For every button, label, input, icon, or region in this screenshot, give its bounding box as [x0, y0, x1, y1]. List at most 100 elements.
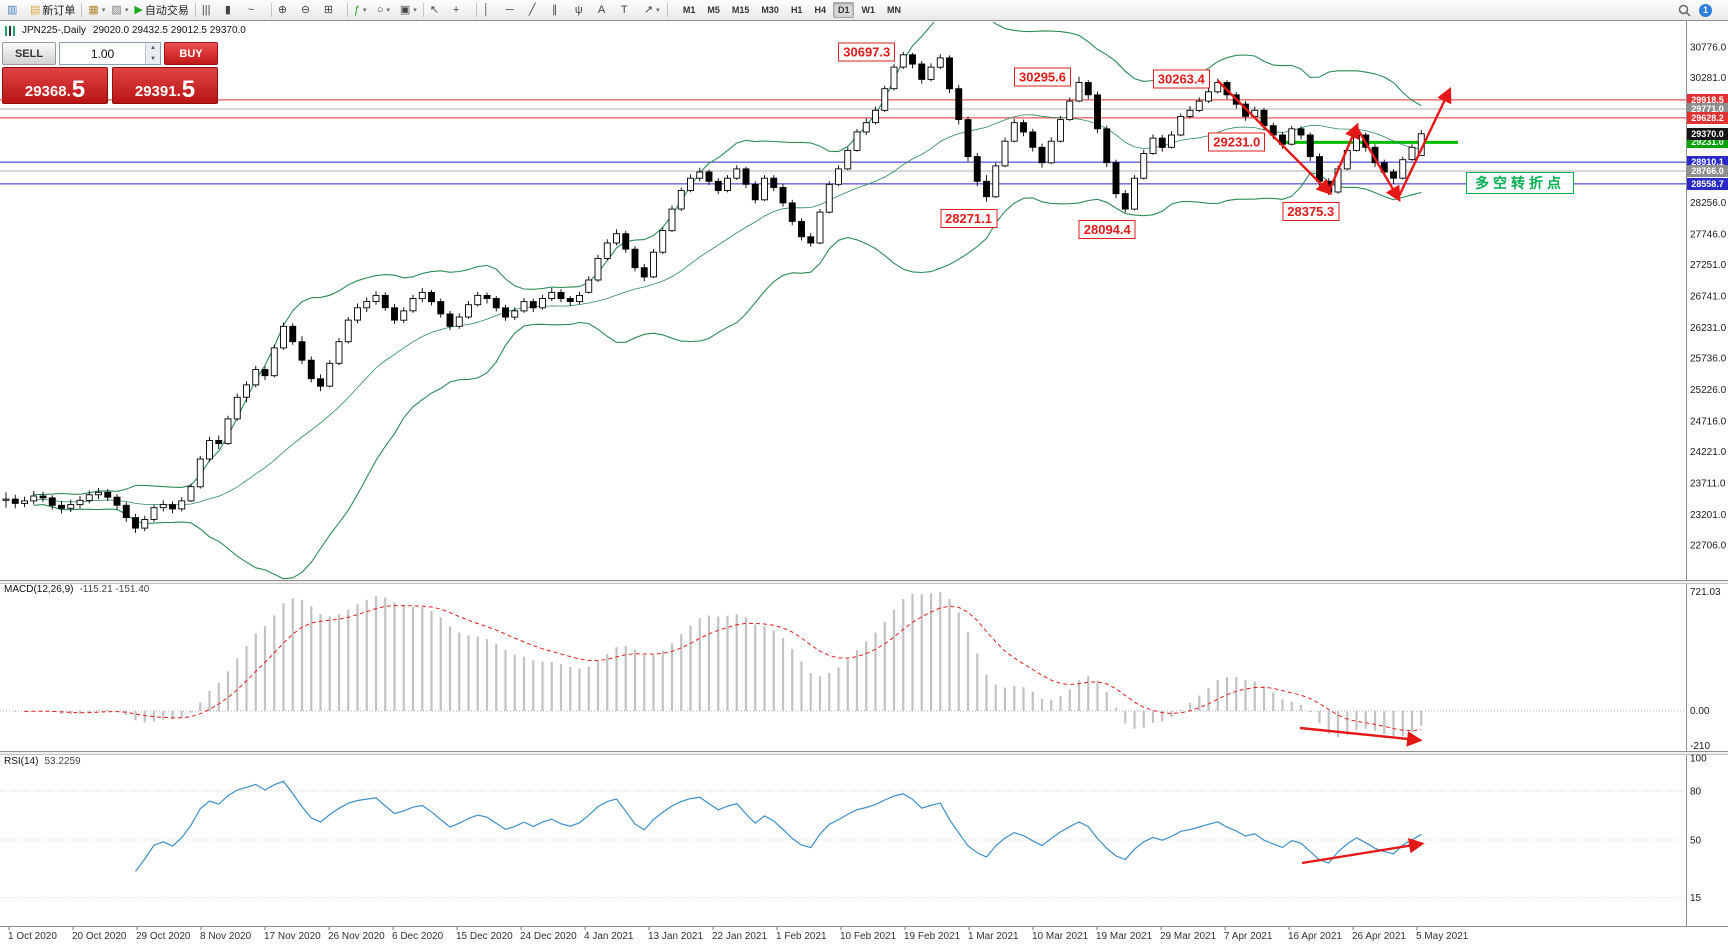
new-order-button[interactable]: ▤ 新订单 [27, 0, 78, 20]
price-callout[interactable]: 28271.1 [940, 208, 997, 228]
svg-text:16 Apr 2021: 16 Apr 2021 [1288, 931, 1342, 942]
horizontal-line-tool[interactable]: ─ [503, 0, 526, 20]
toolbar: ▥ ▤ 新订单 ▦ ▾ ▧ ▾ ▶ 自动交易 ||| ▮ ~ ⊕ ⊖ ⊞ ƒ ▾ ○ ▾ ▣ ▾ ↖ + │ ─ ╱ ∥ ψ A T ↗ ▾ M… [0, 0, 1728, 20]
search-icon[interactable] [1678, 4, 1691, 17]
svg-text:10 Feb 2021: 10 Feb 2021 [840, 931, 897, 942]
timeframe-d1[interactable]: D1 [832, 2, 855, 18]
svg-text:19 Mar 2021: 19 Mar 2021 [1096, 931, 1153, 942]
svg-text:28256.0: 28256.0 [1690, 198, 1727, 209]
candlestick-chart-icon[interactable]: ▮ [222, 0, 245, 20]
toolbar-separator [81, 3, 83, 17]
arrows-tool[interactable]: ↗ ▾ [641, 0, 664, 20]
timeframe-m5[interactable]: M5 [707, 5, 720, 15]
svg-text:25226.0: 25226.0 [1690, 385, 1727, 396]
price-callout[interactable]: 30697.3 [838, 42, 896, 62]
cursor-tool-button[interactable]: ↖ [427, 0, 450, 20]
zoom-out-icon[interactable]: ⊖ [298, 0, 321, 20]
buy-button[interactable]: BUY [164, 42, 218, 65]
trendline-tool-glyph: ╱ [528, 4, 536, 16]
chevron-down-icon: ▾ [124, 7, 129, 14]
svg-text:721.03: 721.03 [1690, 587, 1721, 598]
main-chart-layer [0, 22, 1686, 580]
toolbar-separator [422, 3, 424, 17]
volume-value[interactable]: 1.00 [90, 46, 115, 61]
svg-text:24221.0: 24221.0 [1690, 447, 1727, 458]
chevron-down-icon: ▾ [101, 7, 106, 14]
charts-menu-glyph: ▦ [88, 4, 99, 16]
timeframe-h4[interactable]: H4 [814, 5, 826, 15]
svg-text:27251.0: 27251.0 [1690, 260, 1727, 271]
svg-text:20 Oct 2020: 20 Oct 2020 [72, 931, 127, 942]
sell-price-button[interactable]: 29368. 5 [2, 67, 108, 104]
line-chart-icon[interactable]: ~ [245, 0, 268, 20]
one-click-trading-panel: SELL 1.00 ▲ ▼ BUY 29368. 5 29391. 5 [2, 42, 218, 104]
timeframe-m15[interactable]: M15 [731, 5, 750, 15]
chevron-down-icon: ▾ [386, 7, 391, 14]
svg-text:80: 80 [1690, 786, 1702, 797]
axis-level-badge: 28766.0 [1687, 165, 1728, 177]
svg-text:26231.0: 26231.0 [1690, 323, 1727, 334]
svg-text:1 Oct 2020: 1 Oct 2020 [8, 931, 57, 942]
text-tool[interactable]: A [595, 0, 618, 20]
price-callout[interactable]: 30263.4 [1152, 69, 1210, 89]
price-callout[interactable]: 30295.6 [1014, 67, 1071, 87]
svg-text:19 Feb 2021: 19 Feb 2021 [904, 931, 961, 942]
svg-text:29 Mar 2021: 29 Mar 2021 [1160, 931, 1217, 942]
timeframe-h1[interactable]: H1 [790, 5, 803, 15]
label-tool-glyph: T [620, 4, 628, 16]
label-tool[interactable]: T [618, 0, 641, 20]
svg-text:17 Nov 2020: 17 Nov 2020 [264, 931, 321, 942]
toolbar-separator [270, 3, 272, 17]
svg-text:22 Jan 2021: 22 Jan 2021 [712, 931, 767, 942]
indicators-button[interactable]: ƒ ▾ [351, 0, 374, 20]
rsi-label: RSI(14) 53.2259 [4, 756, 81, 767]
price-callout[interactable]: 28094.4 [1078, 219, 1136, 239]
spin-up-icon[interactable]: ▲ [146, 43, 160, 54]
ohlc-bars-icon[interactable]: ||| [199, 0, 222, 20]
autotrading-button[interactable]: ▶ 自动交易 [131, 0, 191, 20]
timeframe-m1[interactable]: M1 [682, 5, 696, 15]
svg-text:-210: -210 [1690, 741, 1710, 752]
templates-button[interactable]: ▣ ▾ [397, 0, 420, 20]
text-tool-glyph: A [597, 4, 606, 16]
toolbar-separator [666, 3, 668, 17]
timeframe-group: M1 M5 M15 M30 H1 H4 D1 W1 MN [677, 2, 907, 18]
volume-stepper[interactable]: ▲ ▼ [145, 43, 160, 64]
channel-tool[interactable]: ∥ [549, 0, 572, 20]
sell-button[interactable]: SELL [2, 42, 56, 65]
timeframe-m30[interactable]: M30 [761, 5, 779, 15]
charts-menu-button[interactable]: ▦ ▾ [85, 0, 108, 20]
svg-text:15 Dec 2020: 15 Dec 2020 [456, 931, 513, 942]
profiles-menu-button[interactable]: ▧ ▾ [108, 0, 131, 20]
line-chart-icon-glyph: ~ [247, 4, 255, 16]
timeframe-mn[interactable]: MN [886, 5, 901, 15]
axis-level-badge: 29628.2 [1687, 111, 1728, 124]
tile-windows-icon[interactable]: ⊞ [321, 0, 344, 20]
price-callout[interactable]: 29231.0 [1208, 132, 1266, 152]
trendline-tool[interactable]: ╱ [526, 0, 549, 20]
svg-text:24 Dec 2020: 24 Dec 2020 [520, 931, 577, 942]
chart-window-icon-glyph: ▥ [7, 4, 18, 16]
fibonacci-tool[interactable]: ψ [572, 0, 595, 20]
candlestick-chart-icon-glyph: ▮ [224, 4, 231, 16]
turning-point-annotation[interactable]: 多空转折点 [1466, 172, 1574, 194]
price-callout[interactable]: 28375.3 [1282, 202, 1340, 222]
zoom-in-icon[interactable]: ⊕ [275, 0, 298, 20]
symbol-info-bar: JPN225-,Daily 29020.0 29432.5 29012.5 29… [5, 25, 246, 36]
notifications-badge[interactable]: 1 [1699, 3, 1712, 17]
spin-down-icon[interactable]: ▼ [146, 53, 160, 64]
svg-text:1 Feb 2021: 1 Feb 2021 [776, 931, 827, 942]
svg-text:1 Mar 2021: 1 Mar 2021 [968, 931, 1019, 942]
buy-price-button[interactable]: 29391. 5 [112, 67, 218, 104]
vertical-line-tool[interactable]: │ [480, 0, 503, 20]
buy-price: 29391. [134, 83, 181, 100]
volume-input[interactable]: 1.00 ▲ ▼ [59, 42, 161, 65]
svg-text:8 Nov 2020: 8 Nov 2020 [200, 931, 252, 942]
crosshair-tool-button[interactable]: + [450, 0, 473, 20]
svg-text:26 Apr 2021: 26 Apr 2021 [1352, 931, 1406, 942]
periods-button[interactable]: ○ ▾ [374, 0, 397, 20]
chart-window-icon[interactable]: ▥ [4, 0, 27, 20]
timeframe-w1[interactable]: W1 [861, 5, 875, 15]
axis-current-price-badge: 29370.0 [1687, 127, 1728, 140]
